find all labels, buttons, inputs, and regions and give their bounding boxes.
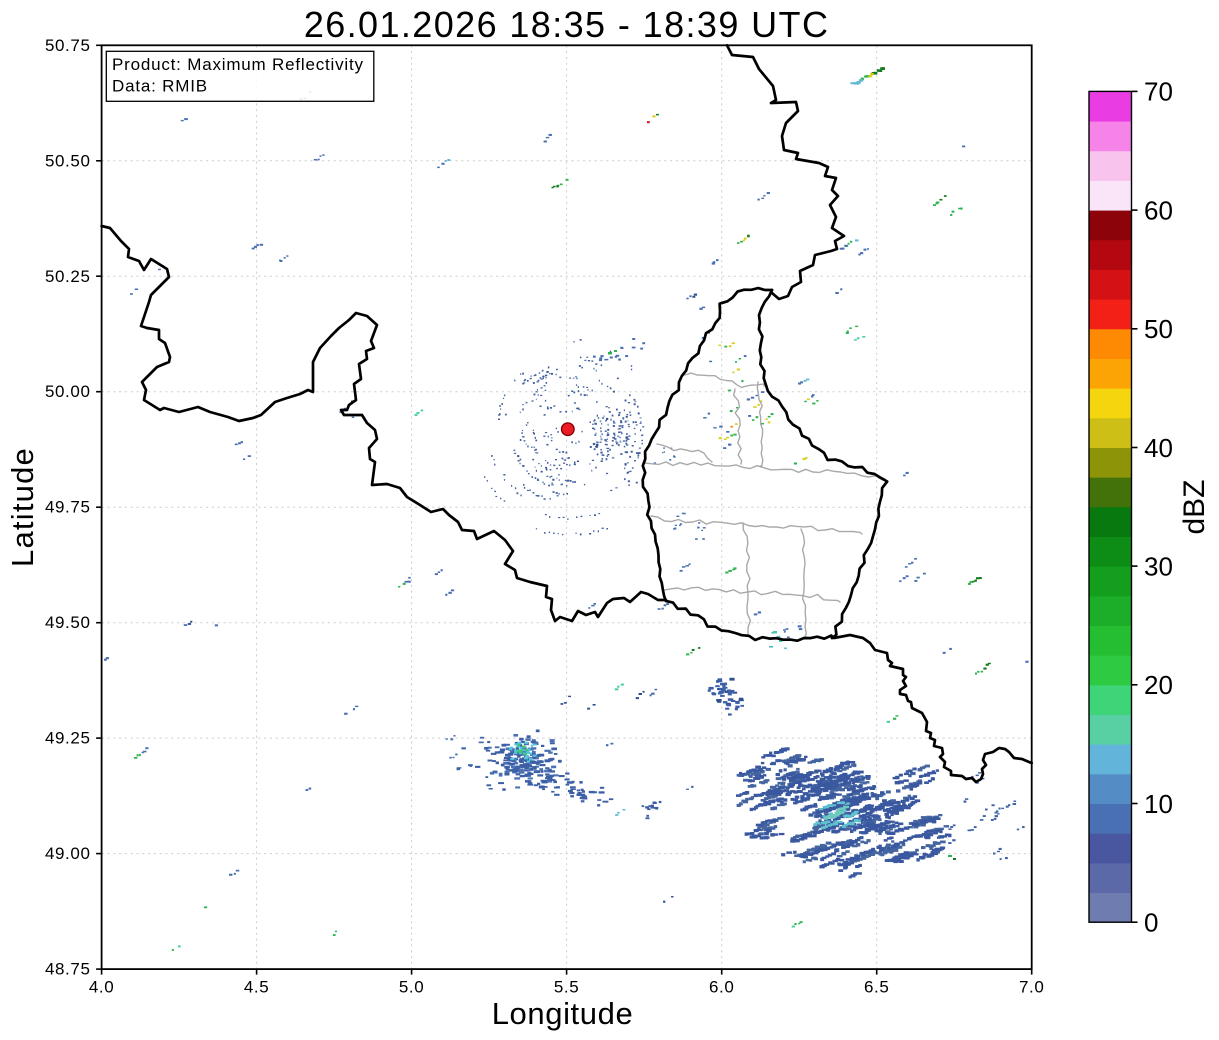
svg-text:20: 20	[1144, 670, 1173, 700]
svg-text:Longitude: Longitude	[492, 996, 634, 1031]
svg-text:Data: RMIB: Data: RMIB	[112, 77, 208, 96]
svg-text:40: 40	[1144, 433, 1173, 463]
svg-text:Latitude: Latitude	[5, 447, 40, 567]
svg-text:49.25: 49.25	[45, 729, 91, 748]
svg-text:7.0: 7.0	[1019, 978, 1044, 997]
svg-text:49.75: 49.75	[45, 498, 91, 517]
svg-text:50.75: 50.75	[45, 36, 91, 55]
svg-text:4.0: 4.0	[89, 978, 114, 997]
svg-text:Product: Maximum Reflectivity: Product: Maximum Reflectivity	[112, 55, 364, 74]
svg-text:70: 70	[1144, 77, 1173, 107]
svg-text:48.75: 48.75	[45, 960, 91, 979]
svg-text:4.5: 4.5	[244, 978, 269, 997]
svg-text:26.01.2026 18:35 - 18:39 UTC: 26.01.2026 18:35 - 18:39 UTC	[304, 4, 830, 45]
svg-text:50.50: 50.50	[45, 151, 91, 170]
svg-text:30: 30	[1144, 551, 1173, 581]
svg-text:10: 10	[1144, 789, 1173, 819]
svg-text:6.5: 6.5	[864, 978, 889, 997]
svg-text:dBZ: dBZ	[1178, 479, 1211, 534]
svg-text:60: 60	[1144, 195, 1173, 225]
svg-text:50.00: 50.00	[45, 382, 91, 401]
svg-text:5.0: 5.0	[399, 978, 424, 997]
svg-text:0: 0	[1144, 908, 1158, 938]
svg-text:49.50: 49.50	[45, 613, 91, 632]
svg-text:50: 50	[1144, 314, 1173, 344]
svg-text:5.5: 5.5	[554, 978, 579, 997]
svg-text:49.00: 49.00	[45, 844, 91, 863]
svg-text:50.25: 50.25	[45, 267, 91, 286]
svg-text:6.0: 6.0	[709, 978, 734, 997]
